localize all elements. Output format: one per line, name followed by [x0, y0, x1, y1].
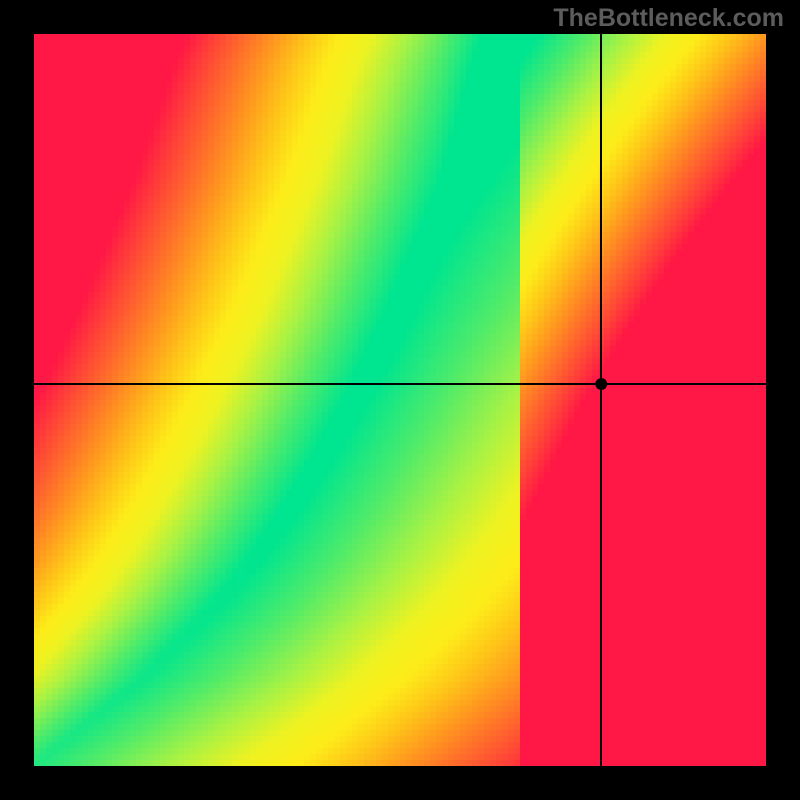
watermark-text: TheBottleneck.com — [553, 4, 784, 33]
chart-container: TheBottleneck.com — [0, 0, 800, 800]
crosshair-overlay — [34, 34, 766, 766]
